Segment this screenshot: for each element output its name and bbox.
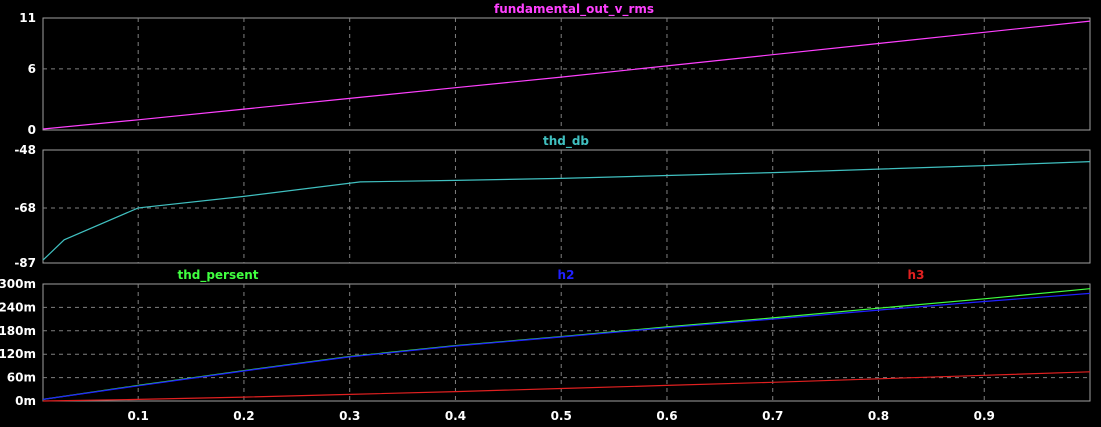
series-title-fundamental_out_v_rms: fundamental_out_v_rms — [494, 2, 654, 17]
x-tick-label: 0.3 — [339, 409, 360, 423]
x-tick-label: 0.4 — [445, 409, 466, 423]
y-tick-label-p3: 240m — [0, 300, 36, 314]
x-tick-label: 0.9 — [974, 409, 995, 423]
plot-pane-p3[interactable] — [42, 283, 1091, 402]
y-tick-label-p3: 120m — [0, 347, 36, 361]
y-tick-label-p2: -87 — [14, 256, 36, 270]
x-tick-label: 0.7 — [762, 409, 783, 423]
series-line-fundamental_out_v_rms[interactable] — [42, 20, 1091, 130]
x-tick-label: 0.1 — [128, 409, 149, 423]
y-tick-label-p3: 60m — [7, 371, 36, 385]
series-title-thd_db: thd_db — [543, 134, 589, 149]
y-tick-label-p2: -48 — [14, 143, 36, 157]
y-tick-label-p3: 0m — [15, 394, 36, 408]
x-tick-label: 0.8 — [868, 409, 889, 423]
y-tick-label-p3: 180m — [0, 324, 36, 338]
series-title-h3: h3 — [908, 268, 925, 282]
series-line-h3[interactable] — [42, 371, 1091, 402]
plot-pane-p2[interactable] — [42, 149, 1091, 264]
series-line-thd_db[interactable] — [42, 161, 1091, 261]
y-tick-label-p1: 11 — [19, 11, 36, 25]
y-tick-label-p1: 0 — [28, 123, 36, 137]
y-tick-label-p2: -68 — [14, 201, 36, 215]
y-tick-label-p3: 300m — [0, 277, 36, 291]
series-line-h2[interactable] — [42, 292, 1091, 400]
y-tick-label-p1: 6 — [28, 62, 36, 76]
x-tick-label: 0.2 — [233, 409, 254, 423]
x-tick-label: 0.5 — [551, 409, 572, 423]
series-title-thd_persent: thd_persent — [177, 268, 258, 283]
series-title-h2: h2 — [558, 268, 575, 282]
x-tick-label: 0.6 — [656, 409, 677, 423]
